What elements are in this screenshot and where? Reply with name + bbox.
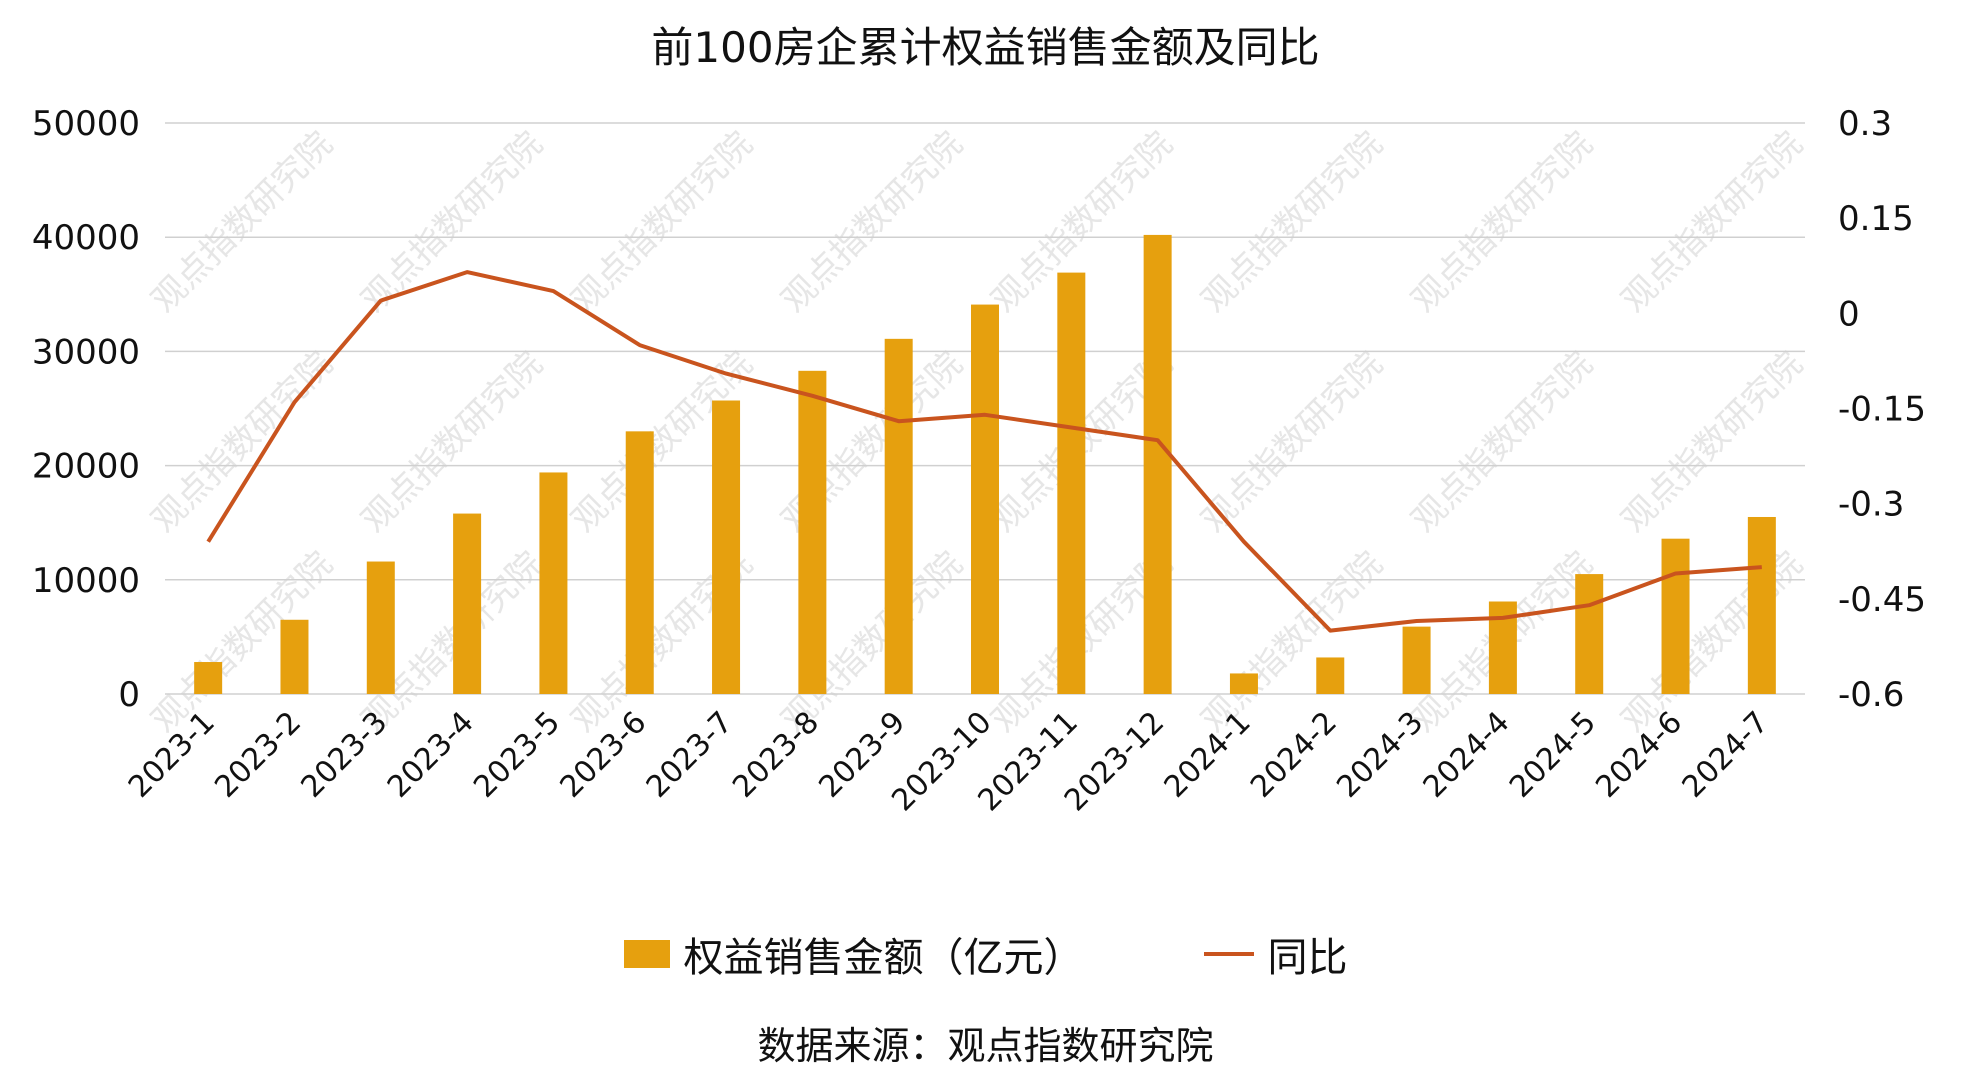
bar-2023-4 — [453, 513, 482, 694]
legend-item-bar: 权益销售金额（亿元） — [623, 925, 1084, 983]
bar-2024-2 — [1316, 657, 1345, 694]
x-tick-label: 2023-7 — [640, 705, 740, 805]
bar-2024-3 — [1402, 626, 1431, 694]
right-tick-label: 0 — [1838, 294, 1860, 334]
legend-line-swatch — [1203, 952, 1254, 956]
bar-2023-1 — [194, 662, 223, 694]
bar-2023-10 — [971, 304, 999, 694]
x-tick-label: 2024-7 — [1676, 705, 1776, 805]
legend-line-label: 同比 — [1267, 935, 1348, 981]
watermark-text: 观点指数研究院 — [1614, 544, 1811, 741]
x-tick-label: 2023-3 — [295, 705, 395, 805]
watermark-text: 观点指数研究院 — [564, 124, 761, 321]
x-tick-label: 2023-5 — [467, 705, 567, 805]
right-tick-label: 0.15 — [1838, 199, 1914, 239]
watermark-text: 观点指数研究院 — [1404, 344, 1601, 541]
watermark-text: 观点指数研究院 — [1614, 344, 1811, 541]
watermark-text: 观点指数研究院 — [1194, 344, 1391, 541]
watermark-text: 观点指数研究院 — [1194, 124, 1391, 321]
bar-2024-6 — [1661, 538, 1690, 694]
watermark-text: 观点指数研究院 — [144, 344, 341, 541]
legend: 权益销售金额（亿元） 同比 — [0, 925, 1971, 983]
x-tick-label: 2024-5 — [1503, 705, 1603, 805]
bar-2023-8 — [798, 370, 827, 694]
bar-2024-7 — [1747, 516, 1776, 694]
left-tick-label: 30000 — [32, 332, 140, 372]
bar-2023-5 — [539, 472, 568, 694]
bar-2023-6 — [625, 431, 654, 694]
watermark-text: 观点指数研究院 — [1404, 124, 1601, 321]
bar-series — [194, 234, 1776, 694]
watermark-text: 观点指数研究院 — [354, 124, 551, 321]
chart-title: 前100房企累计权益销售金额及同比 — [651, 23, 1320, 72]
right-tick-label: -0.6 — [1838, 675, 1904, 715]
legend-item-line: 同比 — [1203, 925, 1348, 983]
legend-bar-label: 权益销售金额（亿元） — [683, 935, 1084, 981]
bar-2023-7 — [712, 400, 741, 694]
bar-2023-2 — [280, 619, 309, 694]
x-tick-label: 2023-8 — [726, 705, 826, 805]
watermark-text: 观点指数研究院 — [1194, 544, 1391, 741]
bar-2023-9 — [884, 338, 913, 694]
right-tick-label: -0.45 — [1838, 580, 1926, 620]
left-axis-ticks: 50000 40000 30000 20000 10000 0 — [32, 104, 140, 715]
watermark-text: 观点指数研究院 — [144, 124, 341, 321]
source-note: 数据来源：观点指数研究院 — [757, 1024, 1214, 1068]
right-tick-label: 0.3 — [1838, 104, 1892, 144]
left-tick-label: 10000 — [32, 561, 140, 601]
x-tick-label: 2023-2 — [208, 705, 308, 805]
watermark-text: 观点指数研究院 — [144, 544, 341, 741]
left-tick-label: 20000 — [32, 447, 140, 487]
watermark-text: 观点指数研究院 — [1614, 124, 1811, 321]
right-tick-label: -0.3 — [1838, 485, 1904, 525]
bar-2023-3 — [366, 561, 395, 694]
line-series — [206, 270, 1762, 633]
left-tick-label: 50000 — [32, 104, 140, 144]
right-tick-label: -0.15 — [1838, 390, 1926, 430]
watermark-text: 观点指数研究院 — [774, 124, 971, 321]
x-axis-ticks: 2023-12023-22023-32023-42023-52023-62023… — [122, 705, 1776, 818]
bar-2024-5 — [1575, 574, 1604, 694]
x-tick-label: 2024-3 — [1330, 705, 1430, 805]
x-tick-label: 2024-2 — [1244, 705, 1344, 805]
bar-2023-11 — [1057, 272, 1086, 694]
left-tick-label: 0 — [118, 675, 140, 715]
left-tick-label: 40000 — [32, 218, 140, 258]
bar-2023-12 — [1143, 234, 1172, 694]
right-axis-ticks: 0.3 0.15 0 -0.15 -0.3 -0.45 -0.6 — [1838, 104, 1926, 715]
bar-2024-1 — [1229, 673, 1258, 694]
legend-bar-swatch — [623, 940, 670, 968]
watermark-text: 观点指数研究院 — [354, 344, 551, 541]
